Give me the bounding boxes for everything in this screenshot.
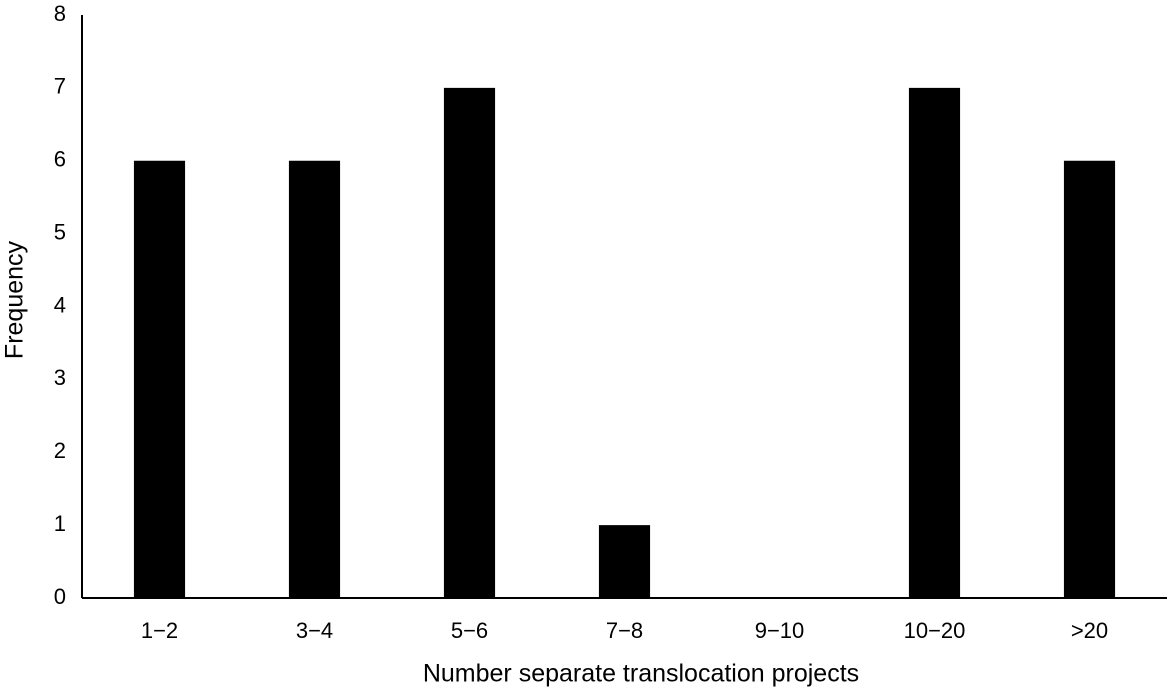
bar <box>133 160 186 598</box>
x-tick-label: 9−10 <box>755 618 805 643</box>
bar <box>1063 160 1116 598</box>
x-tick-label: 3−4 <box>296 618 333 643</box>
bar <box>443 87 496 598</box>
x-tick-label: 5−6 <box>451 618 488 643</box>
x-axis-label: Number separate translocation projects <box>423 660 859 688</box>
y-tick-label: 8 <box>54 1 66 26</box>
y-tick-label: 3 <box>54 365 66 390</box>
bar <box>908 87 961 598</box>
y-tick-label: 5 <box>54 219 66 244</box>
y-tick-label: 0 <box>54 584 66 609</box>
y-tick-label: 1 <box>54 511 66 536</box>
x-tick-label: >20 <box>1071 618 1108 643</box>
y-tick-label: 2 <box>54 438 66 463</box>
bar <box>598 525 651 598</box>
x-tick-label: 1−2 <box>141 618 178 643</box>
x-tick-label: 7−8 <box>606 618 643 643</box>
bar <box>288 160 341 598</box>
y-axis-label: Frequency <box>1 240 29 359</box>
y-tick-label: 6 <box>54 147 66 172</box>
y-tick-label: 4 <box>54 292 66 317</box>
x-tick-label: 10−20 <box>904 618 966 643</box>
y-tick-label: 7 <box>54 74 66 99</box>
